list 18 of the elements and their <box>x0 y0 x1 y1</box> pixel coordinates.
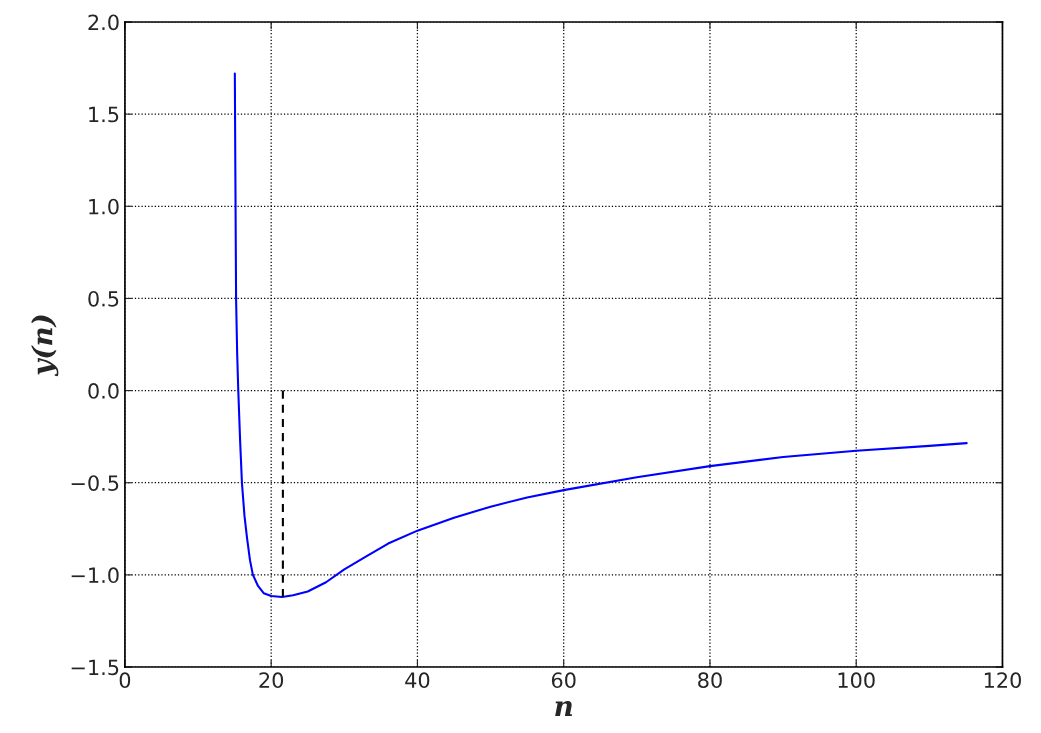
x-tick-label: 20 <box>259 672 284 689</box>
y-tick-label: 1.5 <box>89 106 119 123</box>
y-tick-label: 1.0 <box>89 198 119 215</box>
y-tick-label: −0.5 <box>71 475 119 491</box>
y-tick-label: 0.0 <box>88 383 119 399</box>
y-tick-label: −1.0 <box>71 567 119 584</box>
x-tick-label: 0 <box>119 672 131 689</box>
y-tick-label: 0.5 <box>88 290 119 307</box>
x-tick-label: 120 <box>984 672 1021 689</box>
x-tick-label: 100 <box>838 672 875 689</box>
y-tick-label: 2.0 <box>88 14 119 31</box>
x-tick-label: 80 <box>698 672 722 689</box>
x-axis-title: n <box>555 701 573 716</box>
x-tick-label: 60 <box>551 672 576 689</box>
y-tick-label: −1.5 <box>71 659 119 676</box>
line-series <box>233 72 968 599</box>
x-tick-label: 40 <box>405 672 430 689</box>
y-axis-title: y(n) <box>31 315 59 377</box>
